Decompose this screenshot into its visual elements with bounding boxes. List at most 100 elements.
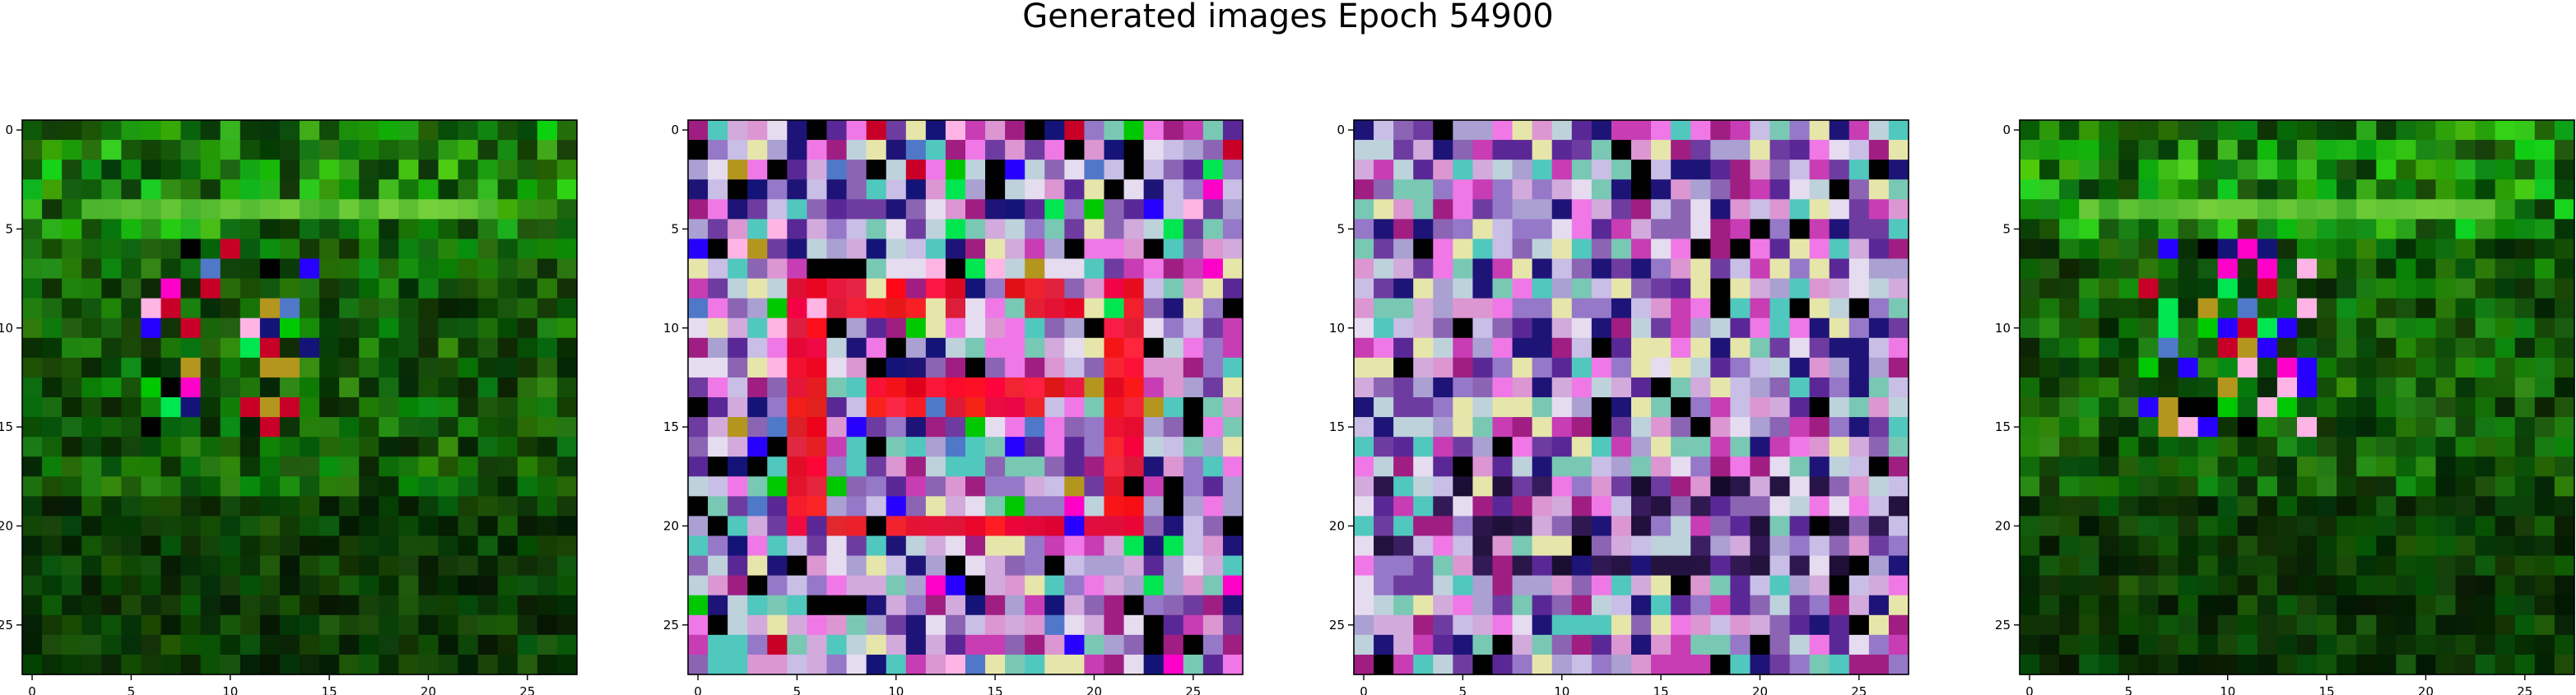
pixel-cell xyxy=(2337,516,2357,537)
pixel-cell xyxy=(1123,397,1145,418)
pixel-cell xyxy=(2099,258,2119,280)
pixel-cell xyxy=(1730,160,1751,180)
pixel-cell xyxy=(965,160,986,180)
pixel-cell xyxy=(1611,258,1632,280)
pixel-cell xyxy=(220,140,241,160)
pixel-cell xyxy=(2297,258,2318,280)
pixel-cell xyxy=(2356,120,2377,141)
pixel-cell xyxy=(81,120,102,141)
pixel-cell xyxy=(905,654,927,675)
pixel-cell xyxy=(359,298,379,319)
pixel-cell xyxy=(398,476,420,497)
pixel-cell xyxy=(1769,377,1791,398)
pixel-cell xyxy=(1829,456,1850,477)
pixel-cell xyxy=(688,258,709,280)
pixel-cell xyxy=(2099,496,2119,517)
pixel-cell xyxy=(2435,634,2457,656)
pixel-cell xyxy=(1183,575,1204,596)
pixel-cell xyxy=(121,614,142,636)
pixel-cell xyxy=(1789,219,1811,240)
pixel-cell xyxy=(1631,278,1652,299)
pixel-cell xyxy=(2514,239,2536,260)
pixel-cell xyxy=(497,417,518,438)
pixel-cell xyxy=(826,614,848,636)
pixel-cell xyxy=(2257,595,2278,616)
pixel-cell xyxy=(2356,239,2377,260)
pixel-cell xyxy=(1472,140,1494,160)
pixel-cell xyxy=(1868,595,1890,616)
pixel-cell xyxy=(2337,397,2357,418)
pixel-cell xyxy=(708,476,728,497)
pixel-cell xyxy=(458,239,479,260)
pixel-cell xyxy=(2317,160,2337,180)
pixel-cell xyxy=(279,140,300,160)
pixel-cell xyxy=(1631,575,1652,596)
pixel-cell xyxy=(1651,516,1672,537)
pixel-cell xyxy=(1453,634,1474,656)
pixel-cell xyxy=(1571,357,1593,378)
pixel-cell xyxy=(2416,496,2437,517)
pixel-cell xyxy=(1413,614,1434,636)
pixel-cell xyxy=(2435,337,2457,359)
pixel-cell xyxy=(2079,496,2099,517)
pixel-cell xyxy=(1571,476,1593,497)
pixel-cell xyxy=(200,140,221,160)
pixel-cell xyxy=(1611,654,1632,675)
pixel-cell xyxy=(1413,357,1434,378)
pixel-cell xyxy=(379,337,399,359)
pixel-cell xyxy=(1710,614,1731,636)
pixel-cell xyxy=(2534,239,2555,260)
pixel-cell xyxy=(866,496,887,517)
pixel-cell xyxy=(1591,298,1612,319)
pixel-cell xyxy=(1690,456,1711,477)
pixel-cell xyxy=(2337,199,2357,220)
pixel-cell xyxy=(728,654,748,675)
pixel-cell xyxy=(1848,140,1870,160)
pixel-cell xyxy=(2079,357,2099,378)
pixel-cell xyxy=(1651,456,1672,477)
pixel-cell xyxy=(1848,417,1870,438)
pixel-cell xyxy=(846,476,867,497)
pixel-cell xyxy=(497,278,518,299)
pixel-cell xyxy=(319,239,340,260)
pixel-cell xyxy=(807,199,828,220)
pixel-cell xyxy=(477,555,499,577)
pixel-cell xyxy=(477,140,499,160)
pixel-cell xyxy=(42,535,63,557)
pixel-cell xyxy=(905,278,927,299)
pixel-cell xyxy=(1202,179,1224,200)
x-tick-label: 0 xyxy=(1360,684,1368,695)
pixel-cell xyxy=(1750,535,1771,557)
pixel-cell xyxy=(379,377,399,398)
pixel-cell xyxy=(807,120,828,141)
pixel-cell xyxy=(2475,634,2496,656)
pixel-cell xyxy=(2396,120,2417,141)
pixel-cell xyxy=(1143,654,1165,675)
pixel-cell xyxy=(2138,337,2160,359)
pixel-cell xyxy=(1222,199,1244,220)
pixel-cell xyxy=(2416,575,2437,596)
pixel-cell xyxy=(1492,555,1514,577)
pixel-cell xyxy=(2118,239,2140,260)
pixel-cell xyxy=(1354,496,1374,517)
pixel-cell xyxy=(1512,456,1533,477)
pixel-cell xyxy=(2435,575,2457,596)
pixel-cell xyxy=(517,575,538,596)
pixel-cell xyxy=(200,199,221,220)
pixel-cell xyxy=(1202,199,1224,220)
pixel-cell xyxy=(1809,377,1830,398)
pixel-cell xyxy=(925,160,946,180)
pixel-cell xyxy=(1005,437,1025,457)
pixel-cell xyxy=(339,179,360,200)
pixel-cell xyxy=(2554,417,2575,438)
pixel-cell xyxy=(1512,199,1533,220)
pixel-cell xyxy=(1183,219,1204,240)
pixel-cell xyxy=(1611,377,1632,398)
pixel-cell xyxy=(2475,258,2496,280)
pixel-cell xyxy=(1551,456,1573,477)
pixel-cell xyxy=(787,535,808,557)
pixel-cell xyxy=(1651,634,1672,656)
pixel-cell xyxy=(1690,535,1711,557)
pixel-cell xyxy=(2356,219,2377,240)
pixel-cell xyxy=(477,239,499,260)
